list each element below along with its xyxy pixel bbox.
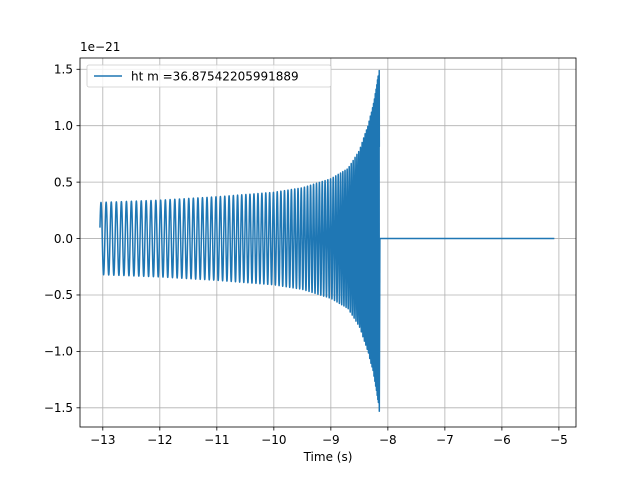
- x-tick-label: −12: [147, 433, 172, 447]
- x-tick-label: −9: [322, 433, 340, 447]
- legend-box: [86, 64, 332, 88]
- x-axis-label: Time (s): [303, 450, 353, 464]
- y-tick-label: 1.5: [54, 62, 73, 76]
- legend-label-series-1: ht m =36.87542205991889: [131, 70, 299, 84]
- series-layer: [99, 69, 555, 412]
- y-tick-label: 0.0: [54, 232, 73, 246]
- y-tick-label: 1.0: [54, 119, 73, 133]
- plot-area-frame: [79, 57, 577, 428]
- y-tick-label: 0.5: [54, 175, 73, 189]
- x-tick-label: −8: [379, 433, 397, 447]
- series-line-ht: [99, 69, 555, 412]
- y-tick-label: −1.5: [44, 401, 73, 415]
- y-tick-label: −1.0: [44, 345, 73, 359]
- axis-ticks: −13 −12 −11 −10 −9 −8 −7 −6 −5 −1.5 −1.0 −0.5 0.0 0.5…: [44, 62, 568, 447]
- y-tick-label: −0.5: [44, 288, 73, 302]
- x-tick-label: −10: [261, 433, 286, 447]
- y-offset-label: 1e−21: [80, 40, 120, 54]
- legend: ht m =36.87542205991889: [86, 64, 332, 88]
- x-tick-label: −5: [550, 433, 568, 447]
- x-tick-label: −7: [436, 433, 454, 447]
- x-tick-label: −11: [204, 433, 229, 447]
- x-tick-label: −6: [493, 433, 511, 447]
- x-tick-label: −13: [90, 433, 115, 447]
